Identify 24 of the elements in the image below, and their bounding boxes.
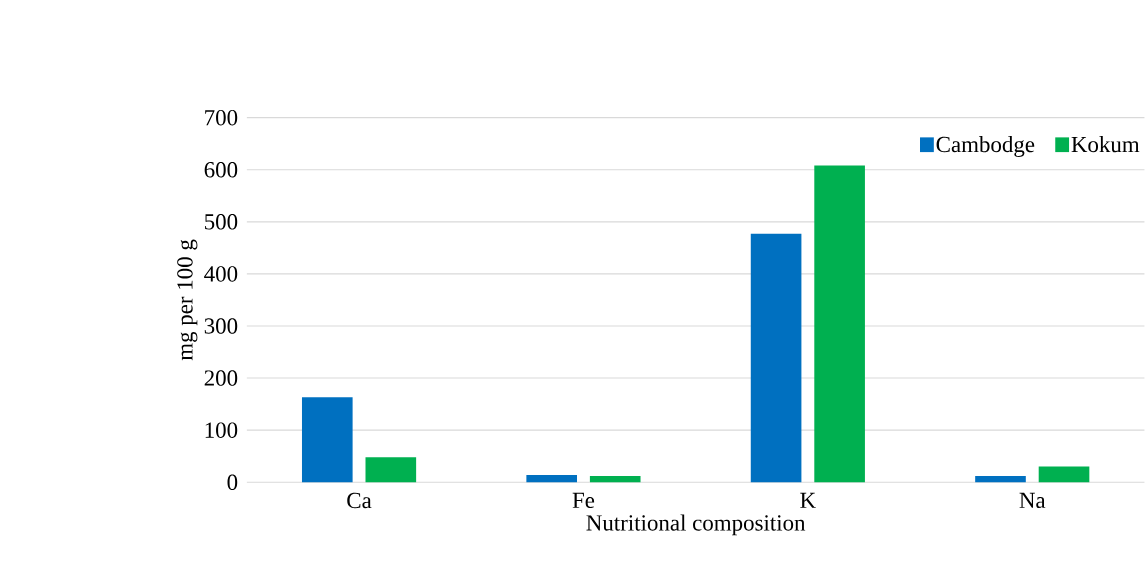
x-tick-label: K bbox=[800, 492, 816, 508]
x-axis-title: Nutritional composition bbox=[586, 514, 806, 536]
y-tick-label: 300 bbox=[204, 318, 238, 334]
bar bbox=[589, 476, 641, 483]
y-tick-label: 200 bbox=[204, 370, 238, 386]
y-tick-label: 100 bbox=[205, 422, 238, 439]
legend-label: Kokum bbox=[1071, 136, 1140, 153]
y-tick-label: 400 bbox=[204, 266, 238, 282]
y-tick-label: 0 bbox=[227, 474, 238, 491]
bar bbox=[526, 475, 578, 483]
y-tick-label: 600 bbox=[204, 162, 238, 178]
x-tick-label: Na bbox=[1019, 492, 1046, 509]
y-tick-label: 500 bbox=[205, 214, 238, 230]
bar bbox=[750, 233, 802, 483]
x-tick-label: Fe bbox=[572, 492, 595, 509]
bar bbox=[301, 397, 353, 483]
bar bbox=[975, 476, 1026, 483]
bar bbox=[365, 457, 417, 483]
bar bbox=[814, 165, 865, 483]
x-tick-label: Ca bbox=[347, 492, 372, 509]
bar bbox=[1038, 466, 1090, 483]
legend-label: Cambodge bbox=[936, 136, 1035, 158]
y-axis-title: mg per 100 g bbox=[177, 239, 198, 361]
y-tick-label: 700 bbox=[205, 110, 238, 126]
